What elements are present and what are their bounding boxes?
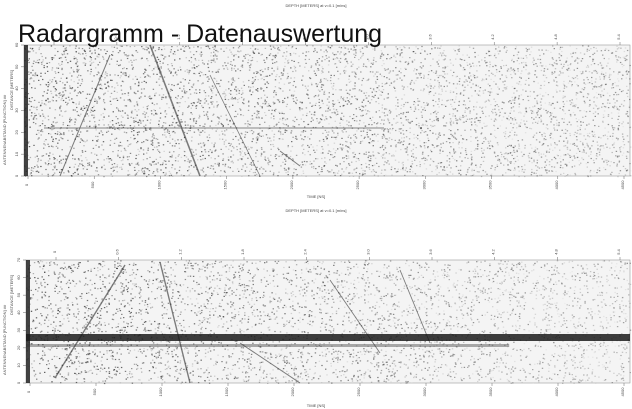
secondary-reflector bbox=[26, 344, 510, 347]
x-tick-label: 4500 bbox=[620, 180, 625, 190]
reflection-streak bbox=[209, 74, 261, 177]
x-tick-label: 1500 bbox=[224, 387, 229, 397]
x-tick-label: 0 bbox=[24, 183, 29, 186]
depth-tick-label: 3.0 bbox=[364, 33, 369, 39]
y-tick-label: 0 bbox=[14, 174, 19, 177]
noise-layer bbox=[24, 45, 632, 178]
x-tick-label: 1000 bbox=[158, 387, 163, 397]
time-axis-label: TIME [NS] bbox=[306, 194, 326, 199]
y-tick-label: 50 bbox=[14, 64, 19, 69]
x-tick-label: 4000 bbox=[554, 180, 559, 190]
reflection-streak bbox=[279, 150, 301, 167]
depth-tick-label: 0 bbox=[50, 35, 55, 38]
depth-tick-label: 2.4 bbox=[302, 33, 307, 39]
y-tick-label: 10 bbox=[14, 151, 19, 156]
depth-tick-label: 3.0 bbox=[365, 248, 370, 254]
depth-tick-label: 4.2 bbox=[491, 248, 496, 254]
x-tick-label: 2000 bbox=[289, 180, 294, 190]
y-tick-label: 60 bbox=[16, 275, 21, 280]
noise-layer bbox=[26, 260, 632, 385]
y-tick-label: 40 bbox=[16, 310, 21, 315]
depth-tick-label: 4.8 bbox=[553, 33, 558, 39]
depth-tick-label: 2.4 bbox=[303, 248, 308, 254]
depth-tick-label: 0.6 bbox=[113, 33, 118, 39]
y-tick-label: 50 bbox=[16, 292, 21, 297]
reflection-streak bbox=[149, 44, 201, 177]
depth-tick-label: 5.4 bbox=[616, 33, 621, 39]
depth-axis-title: DEPTH [METERS] at v=0.1 [m/ns] bbox=[285, 3, 347, 8]
y-tick-label: 40 bbox=[14, 86, 19, 91]
x-tick-label: 500 bbox=[90, 181, 95, 188]
y-axis-label: ANTENNENABSTAND [FUNCTION] ## bbox=[2, 304, 7, 375]
horizontal-reflector bbox=[26, 334, 630, 341]
x-tick-label: 4000 bbox=[554, 387, 559, 397]
slide-title: Radargramm - Datenauswertung bbox=[18, 20, 383, 48]
y-tick-label: 60 bbox=[14, 42, 19, 47]
x-tick-label: 3500 bbox=[488, 180, 493, 190]
depth-tick-label: 1.2 bbox=[176, 33, 181, 39]
x-tick-label: 4500 bbox=[620, 387, 625, 397]
reflection-streak bbox=[54, 264, 126, 379]
depth-tick-label: 1.8 bbox=[239, 33, 244, 39]
y-tick-label: 0 bbox=[16, 381, 21, 384]
x-tick-label: 3000 bbox=[421, 180, 426, 190]
x-tick-label: 3000 bbox=[422, 387, 427, 397]
x-tick-label: 2000 bbox=[290, 387, 295, 397]
y-tick-label: 20 bbox=[14, 129, 19, 134]
reflection-streak bbox=[59, 54, 111, 177]
depth-tick-label: 4.2 bbox=[490, 33, 495, 39]
x-tick-label: 0 bbox=[26, 390, 31, 393]
y-tick-label: 10 bbox=[16, 362, 21, 367]
x-tick-label: 3500 bbox=[488, 387, 493, 397]
x-tick-label: 2500 bbox=[356, 387, 361, 397]
y-tick-label: 20 bbox=[16, 345, 21, 350]
depth-tick-label: 0.6 bbox=[115, 248, 120, 254]
depth-tick-label: 3.6 bbox=[427, 33, 432, 39]
y-tick-label: 30 bbox=[14, 108, 19, 113]
depth-tick-label: 1.2 bbox=[177, 248, 182, 254]
plot-area bbox=[23, 44, 631, 177]
left-edge-signal bbox=[24, 45, 28, 176]
radargram-top: DEPTH [METERS] at v=0.1 [m/ns] 0 500 1000 1… bbox=[0, 0, 632, 200]
x-tick-label: 1000 bbox=[156, 180, 161, 190]
x-tick-label: 500 bbox=[92, 388, 97, 395]
horizontal-reflector bbox=[44, 127, 384, 129]
radargram-bottom: DEPTH [METERS] at v=0.1 [m/ns] 0 500 1000 1… bbox=[0, 205, 632, 409]
time-axis-label: TIME [NS] bbox=[306, 403, 326, 408]
reflection-streak bbox=[239, 342, 301, 384]
reflection-streak bbox=[399, 269, 431, 344]
x-tick-label: 2500 bbox=[355, 180, 360, 190]
depth-tick-label: 4.8 bbox=[553, 248, 558, 254]
left-edge-signal bbox=[26, 260, 30, 383]
y-tick-label: 70 bbox=[16, 257, 21, 262]
y-axis-label-distance: DISTANCE [METERS] bbox=[9, 70, 14, 110]
depth-tick-label: 1.8 bbox=[240, 248, 245, 254]
depth-axis-title: DEPTH [METERS] at v=0.1 [m/ns] bbox=[285, 208, 347, 213]
depth-tick-label: 5.4 bbox=[616, 248, 621, 254]
y-axis-label-distance: DISTANCE [METERS] bbox=[9, 275, 14, 315]
reflection-streak bbox=[159, 261, 191, 384]
x-tick-label: 1500 bbox=[223, 180, 228, 190]
y-axis-label: ANTENNENABSTAND [FUNCTION] ## bbox=[2, 94, 7, 165]
y-tick-label: 30 bbox=[16, 327, 21, 332]
depth-tick-label: 0 bbox=[52, 250, 57, 253]
depth-tick-label: 3.6 bbox=[428, 248, 433, 254]
